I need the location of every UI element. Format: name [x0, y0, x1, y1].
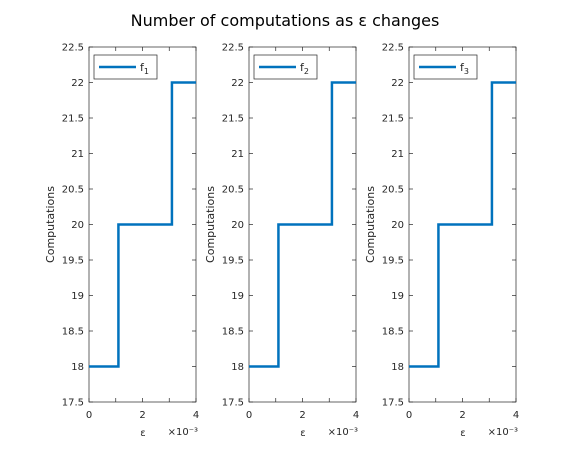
y-tick-label: 19.5	[382, 256, 404, 267]
x-tick-label: 4	[353, 410, 359, 421]
y-tick-label: 21.5	[62, 114, 84, 125]
y-tick-label: 18	[231, 362, 244, 373]
legend-label: f2	[300, 61, 309, 76]
y-tick-label: 21	[71, 149, 84, 160]
y-tick-label: 20	[71, 220, 84, 231]
series-line	[249, 81, 356, 368]
legend-label-subscript: 1	[144, 67, 149, 76]
y-tick-label: 19.5	[62, 256, 84, 267]
y-tick-label: 17.5	[62, 398, 84, 409]
y-tick-label: 19	[391, 291, 404, 302]
subplot-3: 17.5 18 18.5 19 19.5 20 20.5 21 21.5 22 22.5 0 2 4 ε ×1…	[364, 43, 519, 440]
legend-label-subscript: 3	[464, 67, 469, 76]
subplot-2: 17.5 18 18.5 19 19.5 20 20.5 21 21.5 22 22.5 0 2 4 ε ×1…	[204, 43, 359, 440]
figure-title: Number of computations as ε changes	[131, 11, 440, 30]
x-exponent-label: ×10⁻³	[168, 427, 198, 438]
x-tick-label: 0	[246, 410, 252, 421]
y-tick-label: 18.5	[222, 327, 244, 338]
x-tick-label: 4	[513, 410, 519, 421]
legend: f3	[413, 54, 478, 80]
y-tick-label: 22	[231, 78, 244, 89]
y-tick-label: 19	[71, 291, 84, 302]
y-tick-label: 20.5	[222, 185, 244, 196]
x-tick-label: 0	[86, 410, 92, 421]
y-tick-label: 22	[71, 78, 84, 89]
y-tick-label: 17.5	[222, 398, 244, 409]
y-tick-label: 22.5	[382, 43, 404, 54]
y-tick-label: 22.5	[222, 43, 244, 54]
subplot-1: 17.5 18 18.5 19 19.5 20 20.5 21 21.5 22 22.5 0 2 4 ε ×1…	[44, 43, 199, 440]
y-tick-label: 17.5	[382, 398, 404, 409]
series-line	[409, 81, 516, 368]
y-tick-label: 22.5	[62, 43, 84, 54]
legend: f2	[253, 54, 318, 80]
y-tick-label: 21	[391, 149, 404, 160]
y-tick-label: 18.5	[62, 327, 84, 338]
x-axis-label: ε	[140, 428, 145, 439]
y-tick-label: 20.5	[62, 185, 84, 196]
y-tick-label: 19	[231, 291, 244, 302]
y-tick-label: 20	[391, 220, 404, 231]
y-tick-label: 20.5	[382, 185, 404, 196]
y-tick-label: 18	[391, 362, 404, 373]
y-tick-label: 22	[391, 78, 404, 89]
y-tick-label: 21.5	[382, 114, 404, 125]
x-tick-label: 2	[299, 410, 305, 421]
series-line	[89, 81, 196, 368]
y-tick-label: 19.5	[222, 256, 244, 267]
legend-label-subscript: 2	[304, 67, 309, 76]
legend-label: f1	[140, 61, 149, 76]
y-axis-label: Computations	[364, 186, 377, 263]
x-exponent-label: ×10⁻³	[328, 427, 358, 438]
y-tick-label: 21	[231, 149, 244, 160]
x-tick-label: 0	[406, 410, 412, 421]
x-tick-label: 2	[139, 410, 145, 421]
x-tick-label: 2	[459, 410, 465, 421]
y-tick-label: 20	[231, 220, 244, 231]
legend: f1	[93, 54, 158, 80]
y-tick-label: 18	[71, 362, 84, 373]
x-axis-label: ε	[460, 428, 465, 439]
y-axis-label: Computations	[204, 186, 217, 263]
y-axis-label: Computations	[44, 186, 57, 263]
x-exponent-label: ×10⁻³	[488, 427, 518, 438]
y-tick-label: 18.5	[382, 327, 404, 338]
legend-label: f3	[460, 61, 469, 76]
y-tick-label: 21.5	[222, 114, 244, 125]
x-tick-label: 4	[193, 410, 199, 421]
x-axis-label: ε	[300, 428, 305, 439]
